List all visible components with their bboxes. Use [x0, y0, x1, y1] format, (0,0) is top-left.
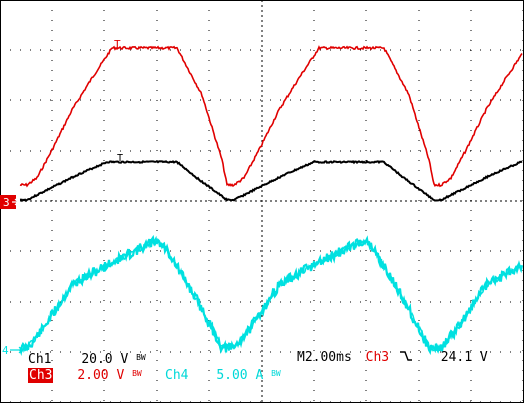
ch3-scale: 2.00 V	[77, 368, 125, 383]
falling-edge-icon	[399, 351, 412, 361]
ch1-trace	[19, 159, 523, 203]
arrow-right-icon	[10, 346, 23, 354]
ch3-trigger-marker: T	[114, 38, 121, 51]
ch3-bandwidth-limit-icon: BW	[132, 369, 142, 378]
trigger-level: 24.1 V	[440, 350, 488, 365]
ch4-ground-label: 4	[2, 344, 9, 357]
ch4-trace-ripple	[19, 235, 523, 354]
ch3-readout: Ch3 2.00 V BW	[28, 366, 142, 383]
ch3-trace	[19, 45, 523, 188]
ch4-readout: Ch4 5.00 A BW	[165, 366, 281, 383]
trigger-source: Ch3	[365, 350, 390, 365]
ch1-scale: 20.0 V	[81, 352, 129, 367]
ch3-ground-marker: 3	[0, 195, 19, 209]
ch4-label: Ch4	[165, 368, 189, 383]
ch4-bandwidth-limit-icon: BW	[271, 369, 281, 378]
ch3-ground-label: 3	[3, 196, 10, 209]
channel-markers: 3 4 T T	[0, 38, 123, 357]
timebase-readout: M2.00ms Ch3 24.1 V	[297, 350, 488, 365]
ch1-bandwidth-limit-icon: BW	[136, 353, 146, 362]
ch4-ground-marker: 4	[2, 344, 23, 357]
waveform-traces	[18, 45, 524, 357]
arrow-right-icon	[12, 198, 19, 206]
ch4-scale: 5.00 A	[216, 368, 264, 383]
timebase-value: M2.00ms	[297, 350, 352, 365]
ch1-trigger-marker: T	[117, 153, 123, 164]
ch1-readout: Ch1 20.0 V BW	[28, 350, 146, 367]
ch1-label: Ch1	[28, 352, 52, 367]
ch3-label: Ch3	[28, 368, 54, 383]
